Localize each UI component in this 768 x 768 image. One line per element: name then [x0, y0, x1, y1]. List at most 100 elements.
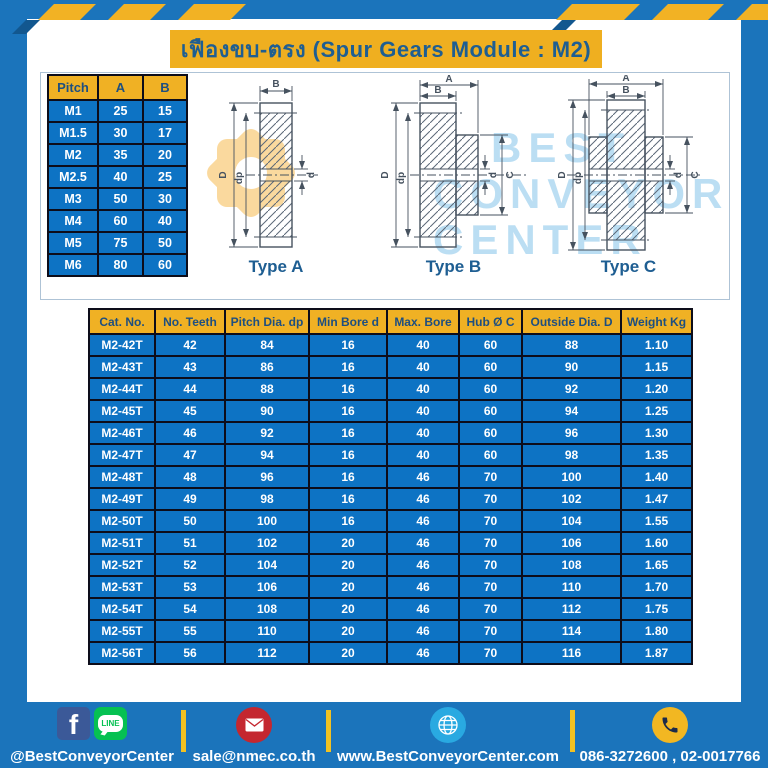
table-cell: 104 — [521, 509, 622, 533]
page-title: เฟืองขบ-ตรง (Spur Gears Module : M2) — [170, 30, 602, 68]
table-cell: 44 — [154, 377, 226, 401]
table-cell: 110 — [521, 575, 622, 599]
column-header: Min Bore d — [308, 308, 388, 335]
footer-phone[interactable]: 086-3272600 , 02-0017766 — [576, 707, 764, 765]
table-cell: 102 — [521, 487, 622, 511]
table-cell: 114 — [521, 619, 622, 643]
gear-drawing-type-c: A B D dp d C Type C — [541, 75, 716, 277]
table-row: M6 80 60 — [47, 253, 188, 277]
type-c-label: Type C — [600, 257, 657, 276]
table-cell: 108 — [224, 597, 310, 621]
table-cell: 50 — [97, 187, 144, 211]
table-cell: 16 — [308, 333, 388, 357]
table-cell: 1.75 — [620, 597, 693, 621]
table-cell: M2-51T — [88, 531, 156, 555]
table-cell: 92 — [224, 421, 310, 445]
table-cell: M1.5 — [47, 121, 99, 145]
table-cell: 45 — [154, 399, 226, 423]
dim-label-B: B — [434, 85, 441, 96]
dim-label-d: d — [306, 172, 317, 178]
table-row: M2-49T 49 98 16 46 70 102 1.47 — [88, 487, 693, 511]
table-cell: 40 — [386, 377, 460, 401]
table-cell: 108 — [521, 553, 622, 577]
table-cell: 1.60 — [620, 531, 693, 555]
footer-website[interactable]: www.BestConveyorCenter.com — [334, 707, 562, 765]
table-cell: 60 — [458, 333, 523, 357]
table-cell: M2-56T — [88, 641, 156, 665]
table-cell: 40 — [386, 333, 460, 357]
table-cell: 116 — [521, 641, 622, 665]
email-text: sale@nmec.co.th — [192, 748, 316, 765]
hazard-stripes — [12, 4, 768, 36]
table-cell: 56 — [154, 641, 226, 665]
table-cell: 20 — [308, 641, 388, 665]
table-cell: 60 — [458, 377, 523, 401]
table-row: M2-53T 53 106 20 46 70 110 1.70 — [88, 575, 693, 599]
table-cell: M5 — [47, 231, 99, 255]
table-row: M2-44T 44 88 16 40 60 92 1.20 — [88, 377, 693, 401]
table-cell: M2-50T — [88, 509, 156, 533]
table-cell: 16 — [308, 487, 388, 511]
facebook-icon[interactable]: f — [57, 707, 90, 740]
table-row: M2-45T 45 90 16 40 60 94 1.25 — [88, 399, 693, 423]
table-cell: 70 — [458, 553, 523, 577]
table-cell: 46 — [386, 487, 460, 511]
table-cell: 100 — [224, 509, 310, 533]
dim-label-d: d — [673, 172, 684, 178]
table-cell: 70 — [458, 509, 523, 533]
dim-label-dp: dp — [396, 172, 407, 184]
table-cell: 86 — [224, 355, 310, 379]
table-row: M2-55T 55 110 20 46 70 114 1.80 — [88, 619, 693, 643]
table-cell: 40 — [142, 209, 188, 233]
column-header: Cat. No. — [88, 308, 156, 335]
footer-email[interactable]: sale@nmec.co.th — [188, 707, 320, 765]
table-row: M2-54T 54 108 20 46 70 112 1.75 — [88, 597, 693, 621]
table-cell: 46 — [386, 619, 460, 643]
line-icon[interactable]: LINE — [94, 707, 127, 740]
dim-label-C: C — [690, 171, 701, 178]
table-row: M2-48T 48 96 16 46 70 100 1.40 — [88, 465, 693, 489]
globe-icon — [430, 707, 466, 743]
table-row: M2.5 40 25 — [47, 165, 188, 189]
table-cell: 1.40 — [620, 465, 693, 489]
table-cell: 1.30 — [620, 421, 693, 445]
table-cell: M2-54T — [88, 597, 156, 621]
table-row: M2-56T 56 112 20 46 70 116 1.87 — [88, 641, 693, 665]
table-cell: M2-42T — [88, 333, 156, 357]
table-cell: M2-45T — [88, 399, 156, 423]
column-header: Pitch — [47, 74, 99, 101]
footer-divider — [181, 710, 186, 752]
table-cell: 51 — [154, 531, 226, 555]
table-cell: 48 — [154, 465, 226, 489]
table-cell: M4 — [47, 209, 99, 233]
column-header: A — [97, 74, 144, 101]
table-cell: 16 — [308, 421, 388, 445]
table-cell: 46 — [386, 509, 460, 533]
table-cell: 20 — [142, 143, 188, 167]
table-cell: 70 — [458, 641, 523, 665]
pitch-table: Pitch A B M1 25 15 M1.5 30 17 M2 35 20 M2.5 40 25 M3 50 3… — [47, 74, 188, 277]
table-cell: 60 — [458, 421, 523, 445]
watermark-text: BEST CONVEYOR CENTER — [433, 125, 729, 263]
footer-social[interactable]: f LINE @BestConveyorCenter — [4, 707, 180, 765]
table-cell: 46 — [386, 553, 460, 577]
table-cell: 46 — [386, 575, 460, 599]
table-cell: M2 — [47, 143, 99, 167]
table-row: M2-51T 51 102 20 46 70 106 1.60 — [88, 531, 693, 555]
table-cell: 49 — [154, 487, 226, 511]
table-cell: 1.65 — [620, 553, 693, 577]
footer: f LINE @BestConveyorCenter sale@nmec.co.… — [0, 702, 768, 768]
table-cell: 60 — [458, 443, 523, 467]
table-row: M1.5 30 17 — [47, 121, 188, 145]
table-cell: 50 — [142, 231, 188, 255]
table-cell: 46 — [386, 597, 460, 621]
table-cell: 98 — [224, 487, 310, 511]
table-row: M2-42T 42 84 16 40 60 88 1.10 — [88, 333, 693, 357]
dim-label-A: A — [445, 75, 452, 85]
table-cell: 35 — [97, 143, 144, 167]
table-cell: 70 — [458, 619, 523, 643]
table-cell: 110 — [224, 619, 310, 643]
website-text: www.BestConveyorCenter.com — [336, 748, 559, 765]
table-cell: 46 — [154, 421, 226, 445]
table-cell: 60 — [458, 399, 523, 423]
